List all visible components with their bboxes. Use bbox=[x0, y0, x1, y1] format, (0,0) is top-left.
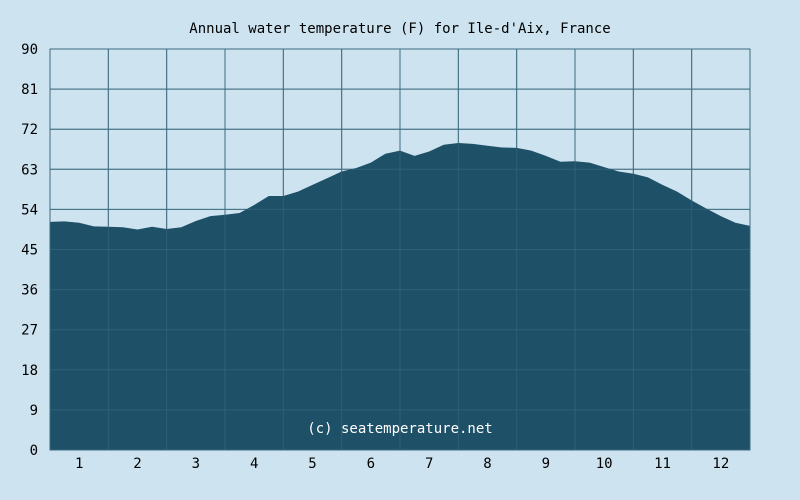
x-axis-ticks: 1 2 3 4 5 6 7 8 9 10 11 12 bbox=[75, 456, 729, 472]
y-tick-label: 90 bbox=[21, 42, 38, 58]
x-tick-label: 11 bbox=[654, 456, 671, 472]
x-tick-label: 9 bbox=[542, 456, 550, 472]
x-tick-label: 7 bbox=[425, 456, 433, 472]
x-tick-label: 3 bbox=[192, 456, 200, 472]
x-tick-label: 2 bbox=[133, 456, 141, 472]
x-tick-label: 8 bbox=[483, 456, 491, 472]
x-tick-label: 6 bbox=[367, 456, 375, 472]
y-tick-label: 18 bbox=[21, 363, 38, 379]
y-tick-label: 54 bbox=[21, 202, 38, 218]
x-tick-label: 10 bbox=[596, 456, 613, 472]
y-tick-label: 9 bbox=[30, 403, 38, 419]
x-tick-label: 5 bbox=[308, 456, 316, 472]
y-tick-label: 63 bbox=[21, 162, 38, 178]
x-tick-label: 4 bbox=[250, 456, 258, 472]
chart-title: Annual water temperature (F) for Ile-d'A… bbox=[189, 21, 610, 37]
x-tick-label: 1 bbox=[75, 456, 83, 472]
y-tick-label: 27 bbox=[21, 323, 38, 339]
grid-lines-overlay bbox=[50, 48, 750, 451]
y-tick-label: 45 bbox=[21, 243, 38, 259]
y-tick-label: 72 bbox=[21, 122, 38, 138]
y-tick-label: 0 bbox=[30, 443, 38, 459]
watermark: (c) seatemperature.net bbox=[307, 421, 492, 437]
x-tick-label: 12 bbox=[712, 456, 729, 472]
y-axis-ticks: 0 9 18 27 36 45 54 63 72 81 90 bbox=[21, 42, 38, 459]
y-tick-label: 36 bbox=[21, 283, 38, 299]
y-tick-label: 81 bbox=[21, 82, 38, 98]
plot-border bbox=[49, 48, 751, 451]
